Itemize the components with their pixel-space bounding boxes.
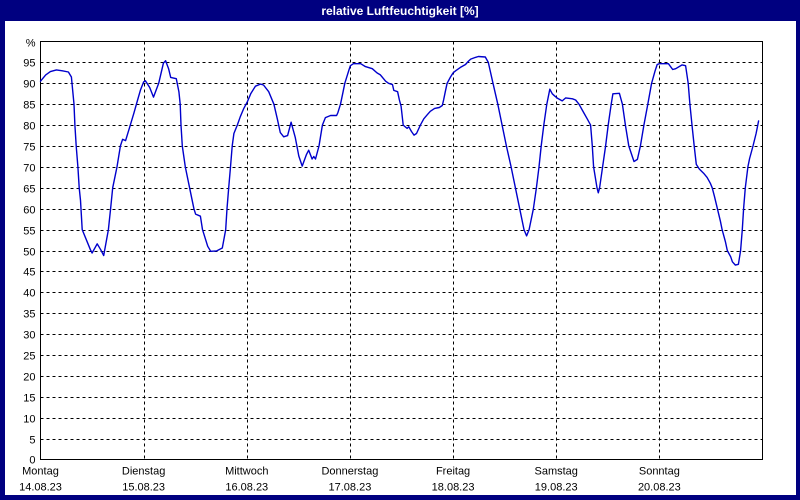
date-label: 16.08.23 — [225, 482, 268, 494]
day-label: Freitag — [436, 466, 470, 478]
day-label: Sonntag — [639, 466, 680, 478]
date-label: 15.08.23 — [122, 482, 165, 494]
humidity-line-chart: 5 10 15 20 25 30 35 40 45 50 55 60 65 70 75 80 85 90 95 0% M… — [19, 38, 763, 494]
y-tick-label: 10 — [23, 414, 35, 426]
y-tick-label: 80 — [23, 121, 35, 133]
date-label: 14.08.23 — [19, 482, 62, 494]
day-label: Donnerstag — [321, 466, 378, 478]
y-tick-label: 20 — [23, 372, 35, 384]
day-label: Dienstag — [122, 466, 165, 478]
y-tick-label: 55 — [23, 226, 35, 238]
y-tick-label: 95 — [23, 58, 35, 70]
chart-title: relative Luftfeuchtigkeit [%] — [321, 3, 479, 18]
y-tick-label: 90 — [23, 79, 35, 91]
y-tick-label: 75 — [23, 142, 35, 154]
y-tick-label: 25 — [23, 351, 35, 363]
series-line — [39, 55, 760, 266]
date-label: 17.08.23 — [329, 482, 372, 494]
y-tick-label: 85 — [23, 100, 35, 112]
day-label: Samstag — [535, 466, 578, 478]
y-axis-unit-label: % — [26, 38, 36, 50]
y-tick-label: 5 — [29, 435, 35, 447]
y-tick-label: 40 — [23, 288, 35, 300]
chart-area: 5 10 15 20 25 30 35 40 45 50 55 60 65 70 75 80 85 90 95 0% M… — [5, 21, 796, 495]
y-tick-label: 70 — [23, 163, 35, 175]
y-tick-label: 0 — [29, 455, 35, 467]
y-tick-label: 35 — [23, 309, 35, 321]
y-tick-label: 65 — [23, 184, 35, 196]
plot-frame — [40, 41, 763, 460]
y-tick-label: 15 — [23, 393, 35, 405]
y-tick-label: 50 — [23, 247, 35, 259]
y-tick-label: 60 — [23, 205, 35, 217]
date-label: 19.08.23 — [535, 482, 578, 494]
title-bar: relative Luftfeuchtigkeit [%] — [0, 0, 800, 21]
date-label: 18.08.23 — [432, 482, 475, 494]
date-label: 20.08.23 — [638, 482, 681, 494]
y-tick-label: 45 — [23, 267, 35, 279]
y-tick-label: 30 — [23, 330, 35, 342]
day-label: Mittwoch — [225, 466, 268, 478]
day-label: Montag — [22, 466, 59, 478]
